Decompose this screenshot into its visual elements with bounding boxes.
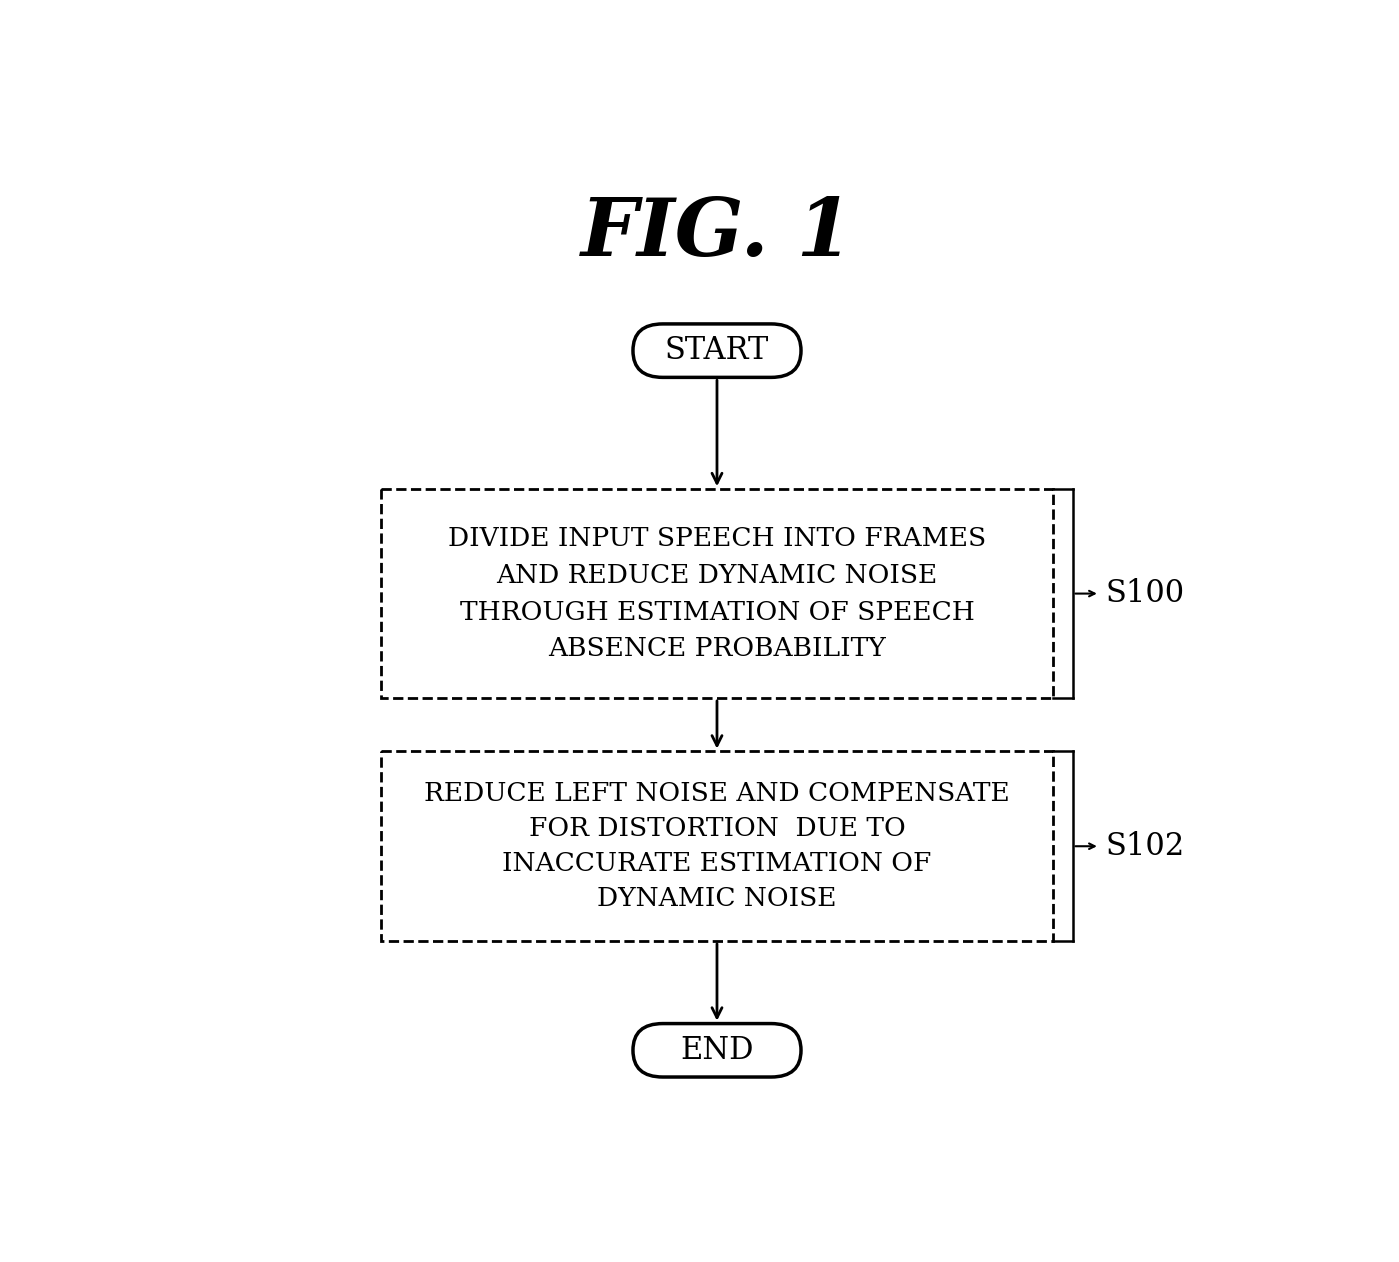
Text: S100: S100: [1105, 578, 1185, 610]
Text: ABSENCE PROBABILITY: ABSENCE PROBABILITY: [548, 636, 886, 661]
Text: INACCURATE ESTIMATION OF: INACCURATE ESTIMATION OF: [502, 852, 932, 876]
Text: DIVIDE INPUT SPEECH INTO FRAMES: DIVIDE INPUT SPEECH INTO FRAMES: [448, 526, 986, 550]
Text: THROUGH ESTIMATION OF SPEECH: THROUGH ESTIMATION OF SPEECH: [459, 599, 975, 625]
FancyBboxPatch shape: [632, 1023, 802, 1076]
FancyBboxPatch shape: [632, 324, 802, 377]
Text: END: END: [680, 1035, 754, 1066]
Text: S102: S102: [1105, 830, 1185, 862]
Text: START: START: [665, 336, 769, 366]
Text: FOR DISTORTION  DUE TO: FOR DISTORTION DUE TO: [529, 817, 905, 842]
Text: REDUCE LEFT NOISE AND COMPENSATE: REDUCE LEFT NOISE AND COMPENSATE: [424, 781, 1010, 806]
Text: FIG. 1: FIG. 1: [581, 196, 853, 273]
FancyBboxPatch shape: [381, 490, 1053, 698]
Text: AND REDUCE DYNAMIC NOISE: AND REDUCE DYNAMIC NOISE: [497, 563, 937, 588]
FancyBboxPatch shape: [381, 751, 1053, 941]
Text: DYNAMIC NOISE: DYNAMIC NOISE: [597, 886, 837, 911]
